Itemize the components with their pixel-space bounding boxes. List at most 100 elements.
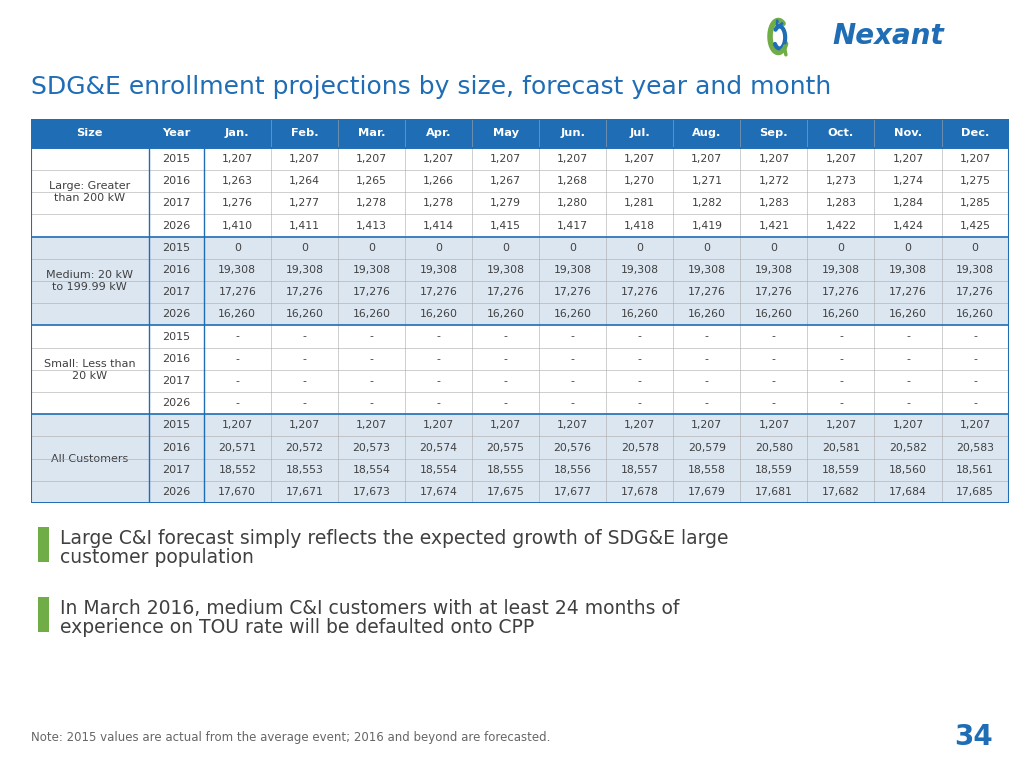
Text: 1,422: 1,422 [825,220,856,230]
Text: 1,283: 1,283 [825,198,856,208]
Bar [31,414,148,503]
Text: 17,681: 17,681 [755,487,793,497]
Text: 1,419: 1,419 [691,220,722,230]
Text: 1,207: 1,207 [625,154,655,164]
Bar [31,259,1009,281]
Text: 1,207: 1,207 [289,154,319,164]
Text: 1,207: 1,207 [490,154,521,164]
Text: 17,678: 17,678 [621,487,658,497]
Text: 16,260: 16,260 [554,310,592,319]
Text: 1,207: 1,207 [222,420,253,430]
Text: 1,285: 1,285 [959,198,990,208]
Text: 1,263: 1,263 [222,176,253,186]
Text: 18,559: 18,559 [755,465,793,475]
Text: -: - [839,332,843,342]
Text: -: - [236,376,240,386]
Text: 17,682: 17,682 [822,487,860,497]
Text: -: - [705,354,709,364]
Text: 1,280: 1,280 [557,198,588,208]
Text: May: May [493,128,518,138]
Bar [31,414,1009,436]
Text: 19,308: 19,308 [218,265,256,275]
Text: SDG&E enrollment projections by size, forecast year and month: SDG&E enrollment projections by size, fo… [31,75,830,99]
Bar [606,119,673,148]
Text: Sep.: Sep. [760,128,788,138]
Bar [539,119,606,148]
Text: -: - [236,398,240,408]
Text: 1,421: 1,421 [759,220,790,230]
Text: 19,308: 19,308 [352,265,390,275]
Text: Large: Greater
than 200 kW: Large: Greater than 200 kW [49,181,130,203]
Bar [807,119,874,148]
Text: 20,581: 20,581 [822,442,860,452]
Text: 17,673: 17,673 [352,487,390,497]
Text: -: - [504,354,508,364]
Text: -: - [638,376,642,386]
Text: 17,276: 17,276 [218,287,256,297]
Text: 1,282: 1,282 [691,198,722,208]
Text: 1,283: 1,283 [759,198,790,208]
Text: -: - [839,376,843,386]
Text: 1,207: 1,207 [490,420,521,430]
Text: 20,583: 20,583 [956,442,994,452]
Text: 20,573: 20,573 [352,442,390,452]
Bar [39,527,49,562]
Text: 17,276: 17,276 [956,287,994,297]
Text: 1,207: 1,207 [423,154,454,164]
Text: 1,207: 1,207 [289,420,319,430]
Text: 2016: 2016 [162,176,190,186]
Bar [31,348,1009,370]
Text: 1,207: 1,207 [759,154,790,164]
Text: 2016: 2016 [162,265,190,275]
Text: 16,260: 16,260 [218,310,256,319]
Text: -: - [638,354,642,364]
Bar [31,119,148,148]
Text: Nov.: Nov. [894,128,922,138]
Text: -: - [772,332,776,342]
Text: -: - [504,332,508,342]
Text: -: - [906,376,910,386]
Text: 16,260: 16,260 [621,310,658,319]
Text: 1,418: 1,418 [625,220,655,230]
Text: Aug.: Aug. [692,128,722,138]
Text: -: - [570,332,574,342]
Text: 1,277: 1,277 [289,198,319,208]
Text: -: - [370,332,374,342]
Text: 1,207: 1,207 [691,154,722,164]
Text: -: - [436,398,440,408]
Bar [31,370,1009,392]
Bar [338,119,404,148]
Text: -: - [839,398,843,408]
Bar [31,481,1009,503]
Text: 0: 0 [301,243,308,253]
Text: 1,284: 1,284 [893,198,924,208]
Text: -: - [504,398,508,408]
Text: -: - [973,332,977,342]
Text: 1,207: 1,207 [423,420,454,430]
Text: 16,260: 16,260 [956,310,994,319]
Text: 17,671: 17,671 [286,487,324,497]
Text: 2026: 2026 [162,487,190,497]
Text: 17,677: 17,677 [554,487,592,497]
Bar [270,119,338,148]
Text: Nexant: Nexant [833,22,944,51]
Text: 1,207: 1,207 [557,154,588,164]
Text: -: - [638,332,642,342]
Text: 19,308: 19,308 [621,265,658,275]
Text: 2026: 2026 [162,220,190,230]
Text: 1,265: 1,265 [356,176,387,186]
Text: 17,276: 17,276 [486,287,524,297]
Text: -: - [906,398,910,408]
Text: 17,276: 17,276 [822,287,860,297]
Text: Jan.: Jan. [225,128,250,138]
Text: 0: 0 [435,243,442,253]
Text: 17,684: 17,684 [889,487,927,497]
Text: 17,685: 17,685 [956,487,994,497]
Text: 1,267: 1,267 [490,176,521,186]
Text: 2015: 2015 [162,420,190,430]
Text: 1,268: 1,268 [557,176,588,186]
Bar [31,148,148,237]
Text: 1,272: 1,272 [759,176,790,186]
Bar [204,119,270,148]
Text: 2016: 2016 [162,354,190,364]
